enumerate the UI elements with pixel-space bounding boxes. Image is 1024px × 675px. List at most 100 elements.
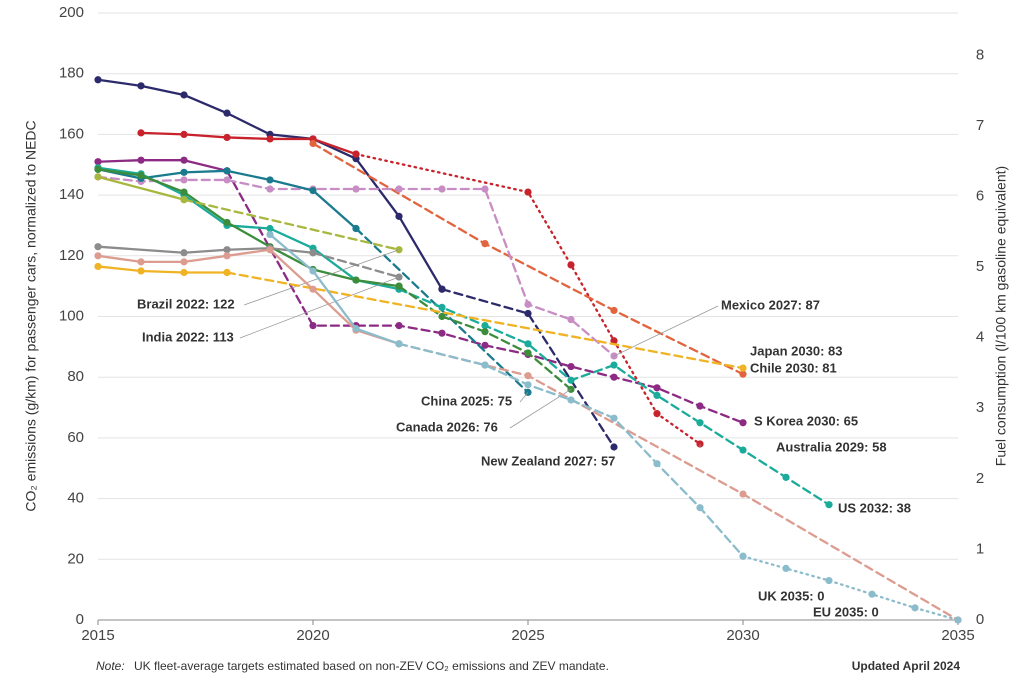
data-point [653,460,661,468]
data-point [94,262,102,271]
data-point [954,616,962,624]
data-point [567,362,575,371]
data-point [524,349,532,357]
data-point [223,109,231,117]
data-point [567,261,575,269]
series-line [397,342,960,622]
data-point [696,504,704,512]
y-tick-label: 100 [59,307,84,324]
x-tick-label: 2025 [511,627,544,644]
y2-tick-label: 7 [976,117,984,134]
data-point [524,188,532,196]
data-point [524,372,532,380]
data-point [180,156,188,164]
series-line [139,131,358,156]
x-tick-label: 2030 [726,627,759,644]
data-point [739,364,747,372]
data-point [825,576,833,585]
series-line [96,78,444,291]
data-point [94,158,102,166]
series-line [96,168,401,288]
series-line [96,248,401,345]
y2-tick-label: 4 [976,329,984,346]
data-point [266,246,274,254]
data-point [223,252,231,260]
note-label: Note: [96,659,125,673]
data-point [524,340,532,348]
data-point [567,315,575,324]
data-point [395,282,403,290]
data-point [782,473,790,481]
note: UK fleet-average targets estimated based… [134,659,609,673]
data-point [266,230,274,239]
series-line [440,288,616,449]
data-point [395,185,403,193]
data-point [610,361,618,369]
y2-tick-label: 6 [976,187,984,204]
data-point [223,268,231,277]
y-tick-label: 160 [59,125,84,142]
data-point [94,173,102,181]
data-point [180,249,188,257]
series-label: Brazil 2022: 122 [137,296,235,311]
leader-line [239,276,400,339]
y-axis-label: CO₂ emissions (g/km) for passenger cars,… [23,120,39,511]
data-point [309,249,317,257]
y2-tick-label: 1 [976,540,984,557]
data-point [223,246,231,254]
data-point [739,446,747,454]
leader-line [519,392,529,403]
data-point [266,185,274,193]
x-tick-label: 2015 [81,627,114,644]
y-tick-label: 140 [59,186,84,203]
y2-tick-label: 2 [976,470,984,487]
data-point [223,176,231,184]
data-point [610,337,618,345]
updated: Updated April 2024 [852,659,961,673]
data-point [94,243,102,251]
series-line [96,159,229,172]
data-point [567,396,575,404]
data-point [524,309,532,318]
data-point [438,303,446,311]
data-point [567,376,575,384]
data-point [395,212,403,220]
data-point [137,82,145,90]
data-point [137,258,145,266]
data-point [911,604,919,612]
y-tick-label: 40 [67,490,84,507]
data-point [395,322,403,330]
series-label: Mexico 2027: 87 [721,297,820,312]
series-line [225,169,745,424]
data-point [94,165,102,173]
y-tick-label: 0 [76,611,84,628]
data-point [309,322,317,330]
data-point [610,373,618,381]
series-label: New Zealand 2027: 57 [481,453,615,468]
data-point [481,322,489,330]
series-label: Australia 2029: 58 [776,439,887,454]
data-point [610,443,618,451]
series-line [397,342,745,558]
data-point [481,185,489,193]
data-point [739,490,747,498]
data-point [223,218,231,227]
data-point [438,185,446,193]
leader-line [243,249,400,306]
data-point [180,188,188,196]
data-point [309,267,317,275]
series-line [182,198,401,251]
series-label: China 2025: 75 [421,393,512,408]
data-point [266,135,274,143]
data-point [180,176,188,184]
data-point [481,341,489,349]
y-tick-label: 60 [67,429,84,446]
data-point [266,224,274,233]
data-point [782,564,790,573]
y-tick-label: 20 [67,550,84,567]
y-tick-label: 200 [59,4,84,21]
data-point [653,391,661,400]
leader-line [613,305,719,357]
